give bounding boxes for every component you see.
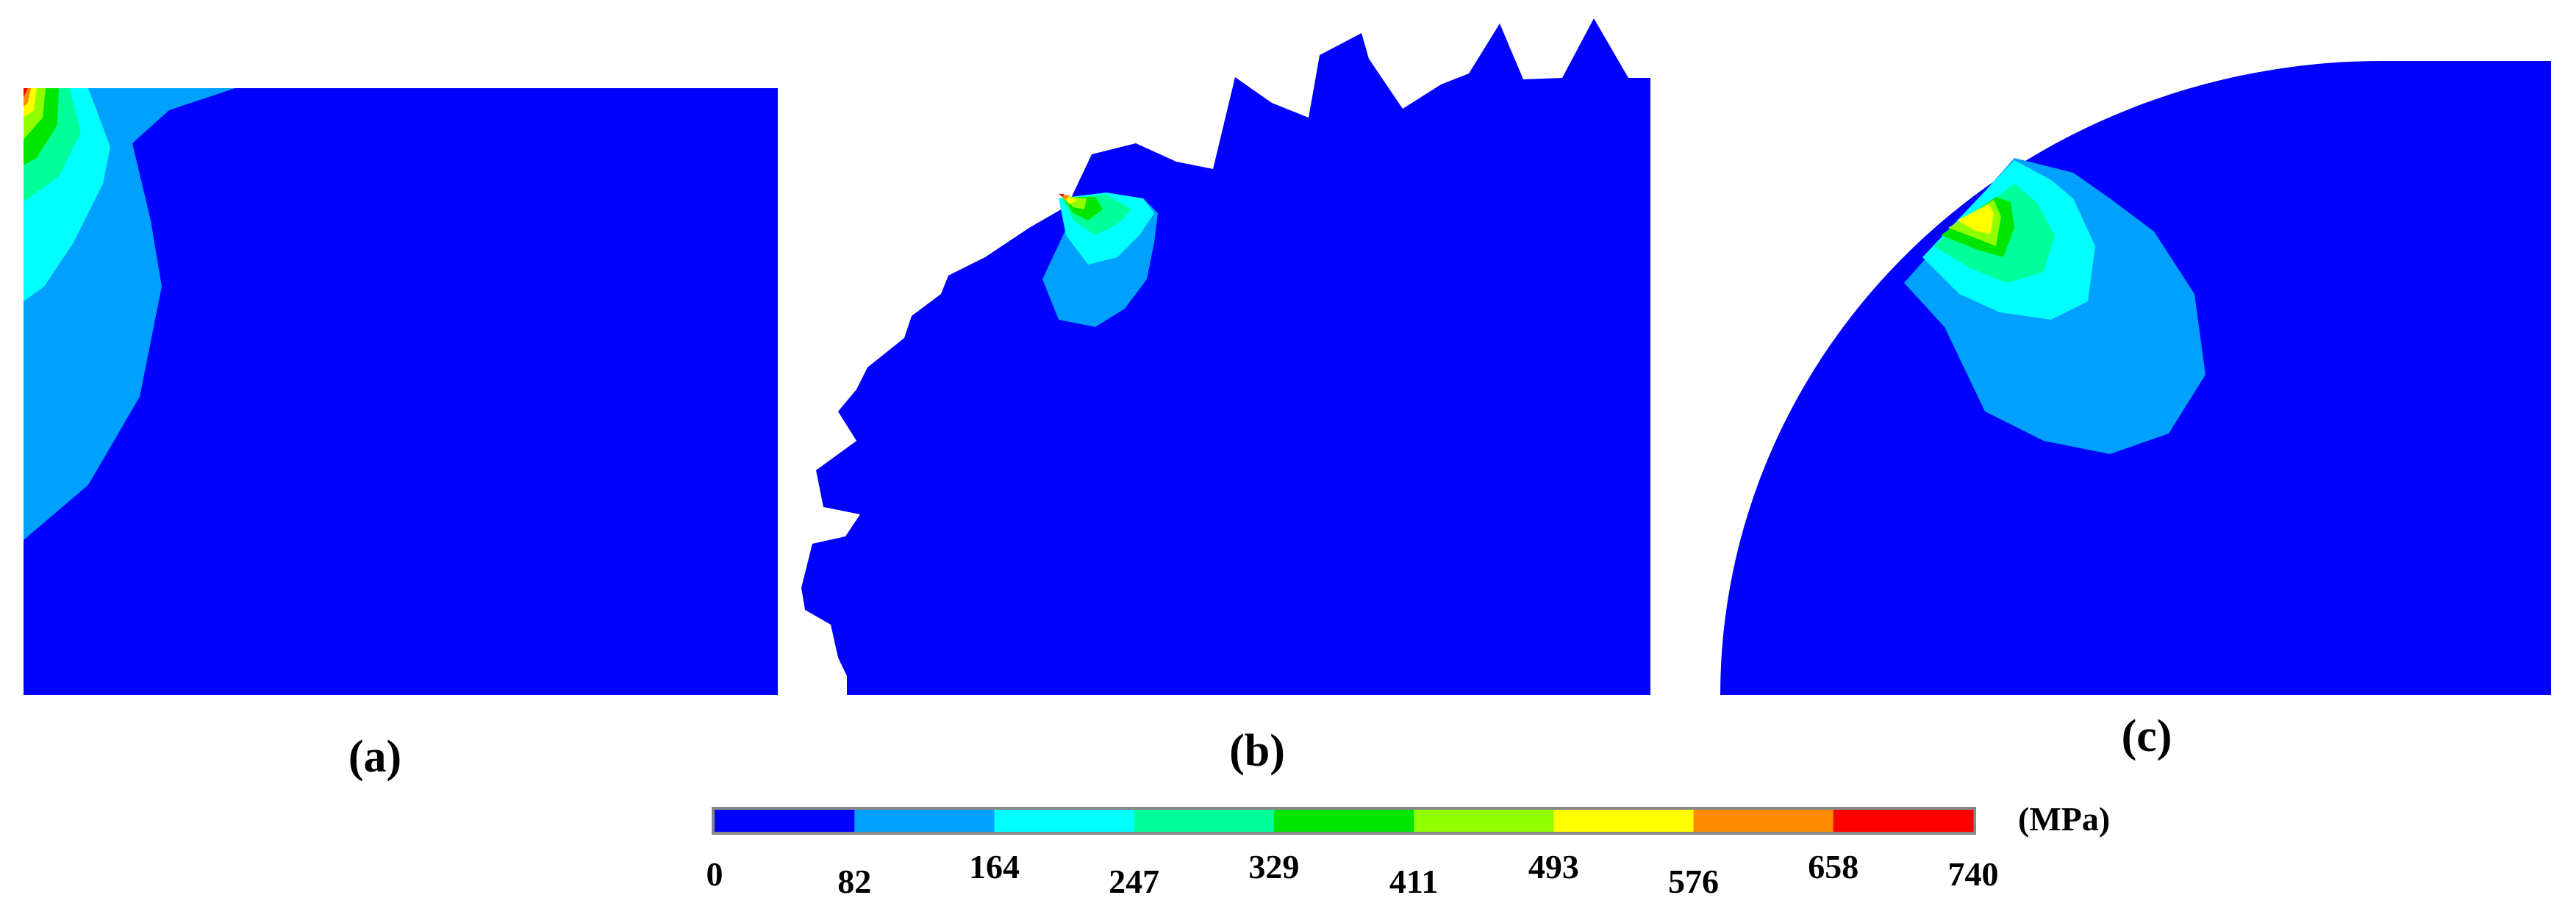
colorbar-tick-label: 164 <box>969 848 1020 885</box>
colorbar-tick-label: 740 <box>1948 855 1999 893</box>
colorbar-segment <box>1833 810 1974 832</box>
colorbar-tick-label: 411 <box>1389 863 1438 900</box>
colorbar-segment <box>994 810 1135 832</box>
colorbar-segment <box>1273 810 1414 832</box>
colorbar-tick-label: 82 <box>837 863 871 900</box>
colorbar-tick-label: 658 <box>1808 848 1858 885</box>
panel-c-label: (c) <box>2122 711 2172 761</box>
colorbar-segment <box>1134 810 1275 832</box>
panel-a-base <box>24 88 778 695</box>
panel-a-band-658 <box>24 88 28 97</box>
colorbar-segment <box>854 810 995 832</box>
colorbar-segment <box>715 810 855 832</box>
panel-b-band-658 <box>1059 194 1064 197</box>
panel-a-contour <box>24 88 778 695</box>
panel-a-label: (a) <box>348 732 401 782</box>
panel-c-contour <box>1720 61 2551 695</box>
colorbar-tick-label: 0 <box>706 855 723 893</box>
colorbar-segment <box>1553 810 1695 832</box>
colorbar-unit: (MPa) <box>2018 800 2110 838</box>
panel-b-contour <box>801 18 1650 695</box>
panel-b-label: (b) <box>1229 726 1285 776</box>
colorbar-tick-label: 247 <box>1109 863 1159 900</box>
colorbar-tick-label: 493 <box>1528 848 1579 885</box>
panel-c-band-493 <box>1957 204 1994 234</box>
colorbar-tick-label: 329 <box>1248 848 1299 885</box>
colorbar-segment <box>1414 810 1554 832</box>
colorbar-segment <box>1693 810 1834 832</box>
colorbar <box>712 807 1976 835</box>
panel-b-base <box>801 18 1650 695</box>
colorbar-tick-label: 576 <box>1668 863 1719 900</box>
